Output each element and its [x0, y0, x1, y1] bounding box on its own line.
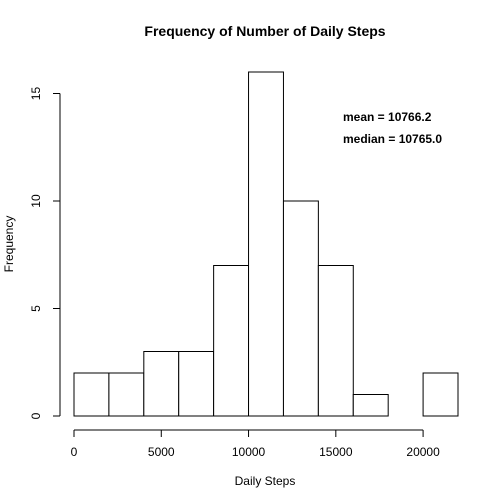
x-tick-label: 0	[71, 445, 78, 459]
histogram-bar	[317, 265, 354, 417]
y-tick-label: 5	[29, 305, 43, 312]
y-axis-label: Frequency	[2, 216, 16, 273]
bars-group	[73, 71, 459, 417]
y-tick-label: 10	[29, 194, 43, 208]
histogram-bar	[178, 351, 215, 417]
x-tick-label: 20000	[406, 445, 440, 459]
histogram-bar	[248, 71, 284, 417]
x-tick-label: 5000	[148, 445, 175, 459]
y-tick-label: 0	[29, 412, 43, 419]
histogram-bar	[108, 372, 145, 417]
histogram-bar	[352, 394, 389, 417]
x-tick-label: 15000	[319, 445, 353, 459]
y-axis: 0 5 10 15	[29, 87, 61, 419]
y-tick-label: 15	[29, 87, 43, 101]
x-axis-label: Daily Steps	[235, 474, 296, 488]
mean-annotation: mean = 10766.2	[343, 110, 432, 124]
x-tick-label: 10000	[232, 445, 266, 459]
x-axis: 0 5000 10000 15000 20000	[71, 429, 440, 459]
chart-title: Frequency of Number of Daily Steps	[144, 23, 385, 39]
histogram-bar	[213, 265, 250, 417]
histogram-bar	[143, 351, 180, 417]
histogram-bar	[282, 200, 319, 417]
histogram-bar	[422, 372, 459, 417]
median-annotation: median = 10765.0	[343, 132, 442, 146]
histogram-bar	[73, 372, 110, 417]
